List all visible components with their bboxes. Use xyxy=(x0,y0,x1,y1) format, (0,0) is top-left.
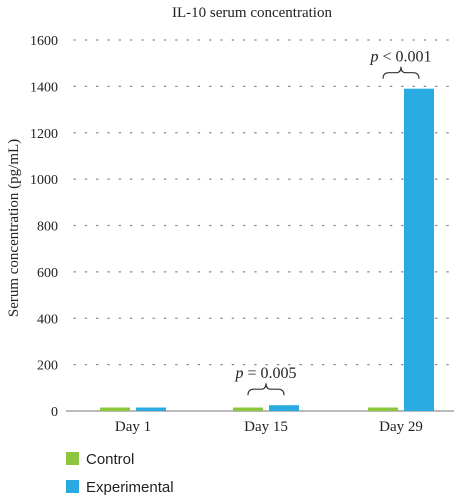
bar-experimental-3 xyxy=(404,88,434,411)
significance-bracket xyxy=(382,66,420,79)
y-tick-label: 1600 xyxy=(30,34,58,49)
legend: Control Experimental xyxy=(66,451,174,496)
legend-label-experimental: Experimental xyxy=(86,479,174,496)
legend-label-control: Control xyxy=(86,451,134,468)
p-value-label: p < 0.001 xyxy=(369,49,431,66)
y-tick-label: 400 xyxy=(37,312,58,327)
y-tick-label: 0 xyxy=(51,405,58,420)
y-tick-label: 800 xyxy=(37,220,58,235)
p-symbol: p xyxy=(234,365,243,382)
x-tick-label: Day 15 xyxy=(244,419,288,435)
x-tick-label: Day 1 xyxy=(115,419,151,435)
bars xyxy=(100,88,434,411)
y-axis-ticks: 0 200 400 600 800 1000 1200 1400 1600 xyxy=(30,34,58,420)
p-value: = 0.005 xyxy=(243,365,296,382)
significance-bracket xyxy=(247,383,285,396)
p-value: < 0.001 xyxy=(378,49,431,66)
gridlines xyxy=(73,39,455,366)
y-tick-label: 1000 xyxy=(30,173,58,188)
y-axis-label: Serum concentration (pg/mL) xyxy=(6,139,22,317)
chart-title: IL-10 serum concentration xyxy=(172,5,332,21)
legend-swatch-control xyxy=(66,452,79,465)
bar-control-1 xyxy=(100,407,130,411)
p-value-label: p = 0.005 xyxy=(234,365,296,382)
bar-experimental-2 xyxy=(269,405,299,411)
bar-experimental-1 xyxy=(136,407,166,411)
legend-swatch-experimental xyxy=(66,480,79,493)
p-symbol: p xyxy=(369,49,378,66)
y-tick-label: 1200 xyxy=(30,127,58,142)
bar-control-3 xyxy=(368,407,398,411)
y-tick-label: 200 xyxy=(37,359,58,374)
x-tick-label: Day 29 xyxy=(379,419,423,435)
bar-control-2 xyxy=(233,407,263,411)
x-axis-ticks: Day 1 Day 15 Day 29 xyxy=(115,419,423,435)
y-tick-label: 1400 xyxy=(30,80,58,95)
y-tick-label: 600 xyxy=(37,266,58,281)
